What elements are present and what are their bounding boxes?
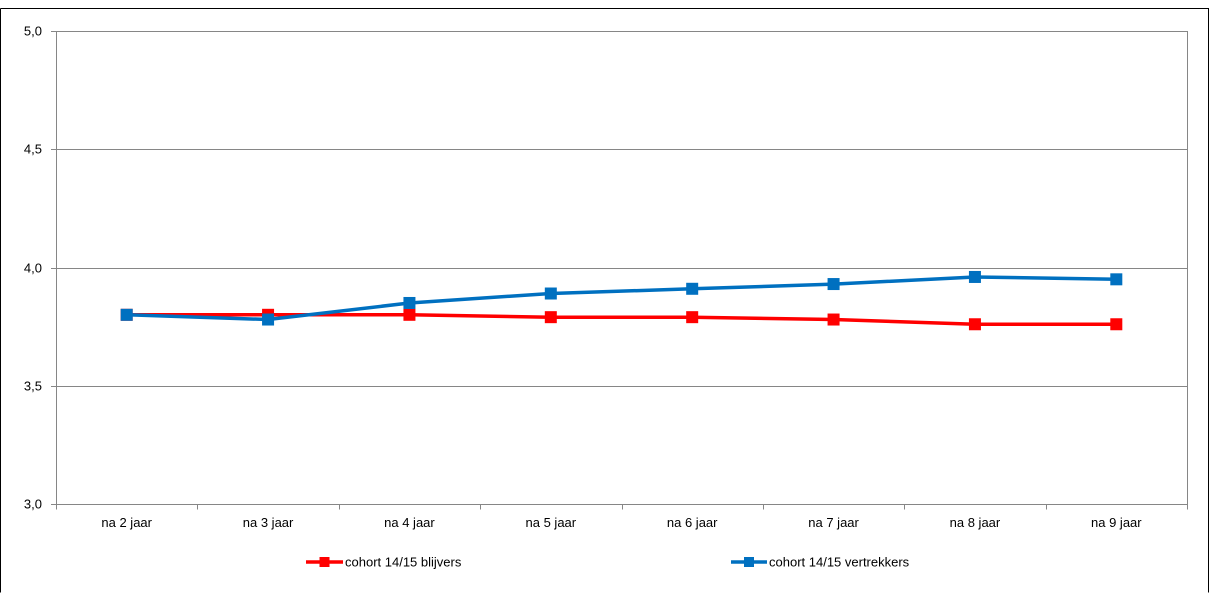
data-point-marker (403, 296, 416, 309)
data-point-marker (120, 308, 133, 321)
legend-label: cohort 14/15 blijvers (345, 555, 462, 570)
data-point-marker (968, 270, 981, 283)
x-tick-label: na 4 jaar (384, 515, 435, 530)
x-tick-label: na 3 jaar (243, 515, 294, 530)
gridlines (56, 31, 1187, 505)
x-tick-label: na 9 jaar (1091, 515, 1142, 530)
x-tick-label: na 2 jaar (101, 515, 152, 530)
data-point-marker (686, 282, 699, 295)
data-point-marker (827, 313, 840, 326)
data-point-marker (827, 278, 840, 291)
y-tick-label: 3,5 (24, 379, 42, 394)
x-tick-label: na 5 jaar (526, 515, 577, 530)
x-axis-tick-labels: na 2 jaar na 3 jaar na 4 jaar na 5 jaar na 6… (101, 515, 1142, 530)
x-tick-label: na 7 jaar (808, 515, 859, 530)
data-point-marker (686, 311, 699, 324)
legend-item-0: cohort 14/15 blijvers (306, 555, 462, 570)
series-line (126, 275, 1117, 322)
series (120, 270, 1123, 331)
legend-label: cohort 14/15 vertrekkers (769, 555, 910, 570)
x-tick-label: na 6 jaar (667, 515, 718, 530)
data-point-marker (968, 318, 981, 331)
data-point-marker (544, 287, 557, 300)
y-axis-tick-labels: 3,0 3,5 4,0 4,5 5,0 (24, 24, 42, 512)
y-tick-label: 3,0 (24, 497, 42, 512)
legend-item-1: cohort 14/15 vertrekkers (731, 555, 910, 570)
data-point-marker (403, 308, 416, 321)
series-1 (120, 270, 1123, 326)
data-point-marker (1110, 318, 1123, 331)
x-tick-label: na 8 jaar (950, 515, 1001, 530)
legend: cohort 14/15 blijvers cohort 14/15 vertre… (306, 555, 910, 570)
y-tick-label: 4,5 (24, 142, 42, 157)
data-point-marker (1110, 273, 1123, 286)
y-tick-label: 5,0 (24, 24, 42, 39)
series-line (126, 313, 1117, 327)
axes (51, 31, 1188, 510)
legend-marker (744, 557, 754, 567)
data-point-marker (262, 313, 275, 326)
legend-marker (319, 557, 330, 567)
data-point-marker (544, 311, 557, 324)
y-tick-label: 4,0 (24, 261, 42, 276)
